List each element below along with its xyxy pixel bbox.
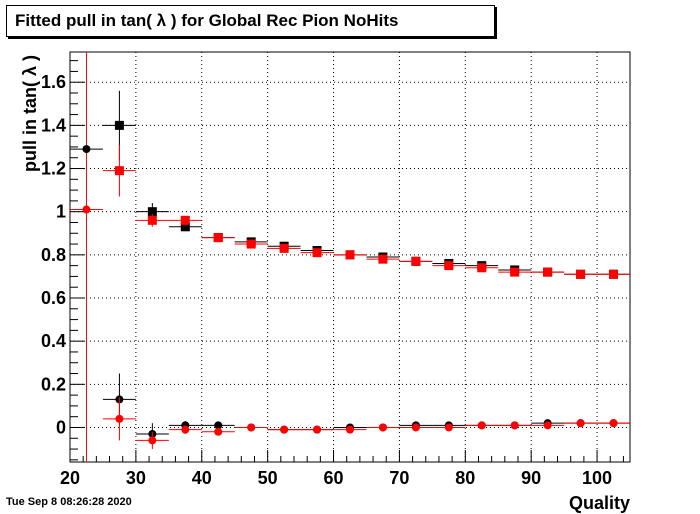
data-point-circle xyxy=(313,425,322,434)
data-point-square xyxy=(477,263,487,273)
data-point-circle xyxy=(115,414,124,423)
series-0 xyxy=(102,90,630,279)
data-point-square xyxy=(345,250,355,260)
data-point-square xyxy=(411,256,421,266)
y-tick-label: 1 xyxy=(56,202,66,222)
plot-frame xyxy=(69,51,631,463)
x-tick-label: 100 xyxy=(582,468,612,488)
x-tick-label: 90 xyxy=(521,468,541,488)
y-tick-label: 1.2 xyxy=(41,159,66,179)
data-point-square xyxy=(114,166,124,176)
x-tick-label: 40 xyxy=(192,468,212,488)
data-point-square xyxy=(378,254,388,264)
x-tick-label: 20 xyxy=(60,468,80,488)
data-point-circle xyxy=(82,205,91,214)
x-tick-label: 80 xyxy=(455,468,475,488)
data-point-circle xyxy=(378,423,387,432)
data-point-square xyxy=(609,269,619,279)
data-point-circle xyxy=(214,421,223,430)
data-point-circle xyxy=(280,425,289,434)
y-tick-label: 0.2 xyxy=(41,374,66,394)
data-point-circle xyxy=(543,421,552,430)
data-point-square xyxy=(180,215,190,225)
data-point-square xyxy=(147,207,157,217)
x-axis-title: Quality xyxy=(569,493,630,513)
data-marks xyxy=(70,52,630,462)
data-point-square xyxy=(543,267,553,277)
data-point-square xyxy=(147,215,157,225)
series-1 xyxy=(102,144,630,279)
y-axis-title: pull in tan( λ ) xyxy=(20,55,40,172)
data-point-square xyxy=(114,120,124,130)
data-point-circle xyxy=(247,423,256,432)
y-tick-label: 0.6 xyxy=(41,288,66,308)
data-point-circle xyxy=(411,423,420,432)
data-point-circle xyxy=(82,145,91,154)
data-point-circle xyxy=(477,421,486,430)
y-tick-label: 0.8 xyxy=(41,245,66,265)
y-tick-label: 0 xyxy=(56,417,66,437)
y-tick-label: 1.4 xyxy=(41,115,66,135)
data-point-circle xyxy=(214,427,223,436)
data-point-square xyxy=(246,239,256,249)
data-point-square xyxy=(213,233,223,243)
x-tick-label: 70 xyxy=(389,468,409,488)
y-tick-label: 1.6 xyxy=(41,72,66,92)
x-tick-label: 50 xyxy=(258,468,278,488)
chart-title: Fitted pull in tan( λ ) for Global Rec P… xyxy=(6,5,495,37)
timestamp: Tue Sep 8 08:26:28 2020 xyxy=(6,496,132,508)
data-point-square xyxy=(312,248,322,258)
y-tick-label: 0.4 xyxy=(41,331,66,351)
data-point-square xyxy=(576,269,586,279)
x-tick-label: 30 xyxy=(126,468,146,488)
data-point-square xyxy=(444,261,454,271)
data-point-circle xyxy=(510,421,519,430)
data-point-circle xyxy=(609,419,618,428)
data-point-circle xyxy=(346,425,354,434)
series-2 xyxy=(70,145,630,445)
data-point-square xyxy=(279,243,289,253)
data-point-square xyxy=(510,267,520,277)
data-point-circle xyxy=(576,419,585,428)
data-point-circle xyxy=(148,436,157,445)
x-tick-label: 60 xyxy=(324,468,344,488)
data-point-circle xyxy=(444,423,453,432)
series-3 xyxy=(70,205,630,450)
data-point-circle xyxy=(181,425,190,434)
axes: 20 30 40 50 60 70 80 90 100 0 0.2 0.4 0.6 0.8 1 1.2 1.4 1… xyxy=(41,51,631,488)
data-point-square xyxy=(180,222,190,232)
